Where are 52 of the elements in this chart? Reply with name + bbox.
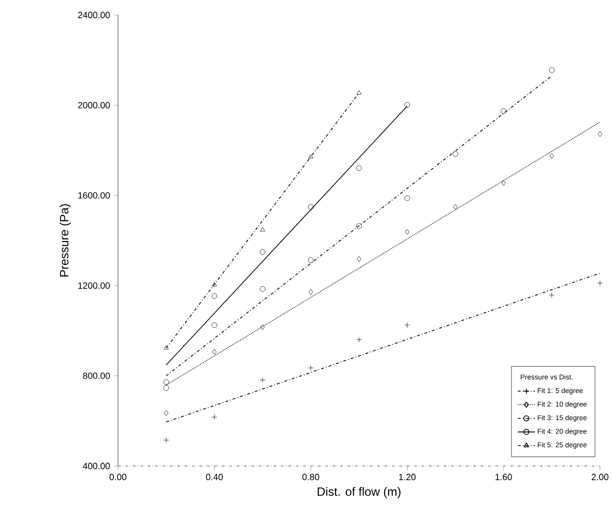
point bbox=[212, 293, 218, 299]
point bbox=[308, 289, 313, 295]
point bbox=[308, 365, 314, 371]
y-tick-label: 800.00 bbox=[83, 372, 110, 379]
point bbox=[212, 349, 217, 355]
point bbox=[550, 153, 554, 159]
point bbox=[308, 154, 314, 159]
point bbox=[163, 385, 169, 391]
point bbox=[212, 414, 218, 420]
point bbox=[452, 151, 458, 157]
point bbox=[356, 336, 362, 343]
point bbox=[308, 204, 314, 210]
y-tick-label: 2000.00 bbox=[78, 102, 110, 108]
x-tick-label: 0.40 bbox=[206, 474, 223, 480]
x-tick-label: 2.00 bbox=[592, 474, 608, 480]
point bbox=[501, 180, 506, 186]
x-tick-label: 1.60 bbox=[496, 474, 512, 480]
point bbox=[405, 229, 410, 235]
y-tick-label: 1200.00 bbox=[78, 282, 110, 289]
point bbox=[597, 280, 603, 286]
point bbox=[163, 437, 169, 443]
point bbox=[260, 249, 266, 255]
point bbox=[356, 165, 362, 171]
point bbox=[260, 227, 266, 232]
point bbox=[260, 324, 265, 330]
point bbox=[404, 102, 410, 108]
point bbox=[356, 256, 362, 262]
point bbox=[549, 67, 555, 73]
y-tick-label: 2400.00 bbox=[78, 12, 110, 18]
point bbox=[356, 223, 362, 229]
x-tick-label: 0.80 bbox=[302, 474, 320, 480]
y-tick-label: 1600.00 bbox=[78, 192, 110, 199]
point bbox=[212, 282, 217, 286]
y-axis-title: Pressure (Pa) bbox=[60, 204, 71, 277]
point bbox=[549, 292, 555, 298]
point bbox=[404, 195, 410, 201]
x-axis-title: Dist. of flow (m) bbox=[318, 487, 400, 498]
x-tick-label: 1.20 bbox=[399, 474, 416, 480]
point bbox=[356, 90, 362, 95]
point bbox=[164, 410, 168, 416]
point bbox=[260, 377, 266, 383]
point bbox=[308, 257, 314, 263]
point bbox=[212, 322, 218, 328]
point bbox=[164, 345, 169, 350]
x-tick-label: 0.00 bbox=[110, 474, 126, 480]
point bbox=[163, 379, 169, 385]
point bbox=[500, 108, 506, 114]
y-tick-label: 400.00 bbox=[82, 462, 110, 470]
point bbox=[453, 204, 458, 210]
point bbox=[598, 131, 602, 137]
point bbox=[260, 286, 266, 292]
point bbox=[404, 322, 410, 328]
